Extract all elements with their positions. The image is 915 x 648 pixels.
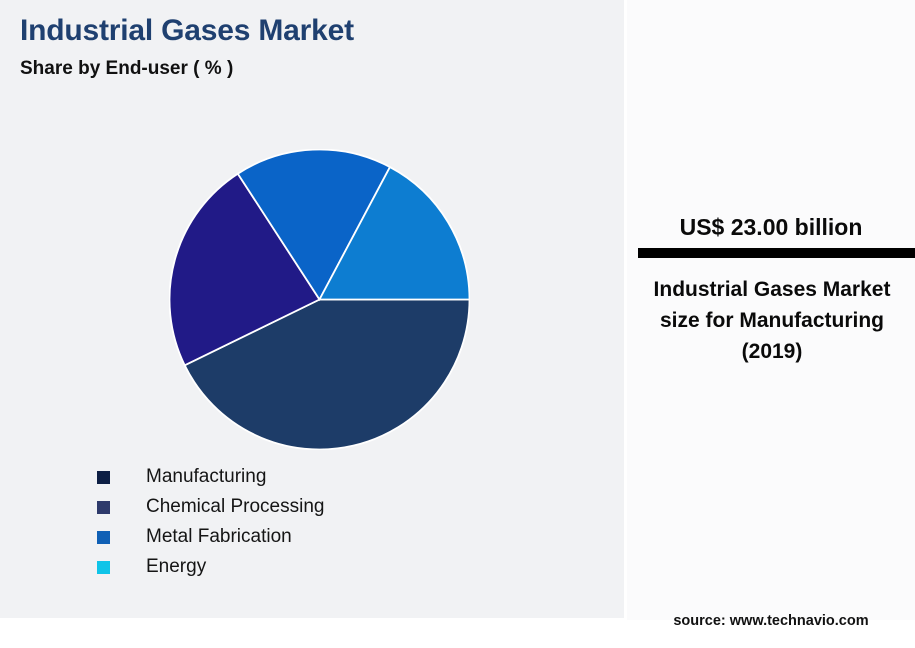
chart-panel: Industrial Gases Market Share by End-use… [0, 0, 624, 618]
legend-item-label: Chemical Processing [146, 496, 325, 517]
legend-swatch-icon [97, 560, 110, 574]
legend-swatch-icon [97, 470, 110, 484]
legend-swatch-icon [97, 530, 110, 544]
chart-legend: Manufacturing Chemical Processing Metal … [97, 462, 547, 582]
kpi-value: US$ 23.00 billion [679, 214, 863, 240]
legend-swatch-icon [97, 500, 110, 514]
legend-item-chemical-processing[interactable]: Chemical Processing [97, 492, 547, 522]
legend-item-metal-fabrication[interactable]: Metal Fabrication [97, 522, 547, 552]
legend-item-energy[interactable]: Energy [97, 552, 547, 582]
chart-subtitle: Share by End-user ( % ) [20, 58, 234, 79]
kpi-caption: Industrial Gases Market size for Manufac… [653, 278, 891, 363]
pie-slice[interactable] [236, 149, 392, 302]
legend-item-label: Metal Fabrication [146, 526, 292, 547]
page-title: Industrial Gases Market [20, 14, 354, 47]
kpi-panel: US$ 23.00 billion Industrial Gases Marke… [627, 0, 915, 620]
source-note: source: www.technavio.com [673, 613, 869, 629]
legend-item-label: Energy [146, 556, 207, 577]
legend-item-label: Manufacturing [146, 466, 267, 487]
pie-chart-svg [169, 149, 470, 450]
pie-chart [169, 149, 470, 450]
legend-item-manufacturing[interactable]: Manufacturing [97, 462, 547, 492]
pie-slice[interactable] [169, 172, 321, 367]
pie-slice[interactable] [318, 165, 470, 301]
kpi-divider [638, 248, 915, 258]
pie-slice[interactable] [183, 298, 470, 450]
